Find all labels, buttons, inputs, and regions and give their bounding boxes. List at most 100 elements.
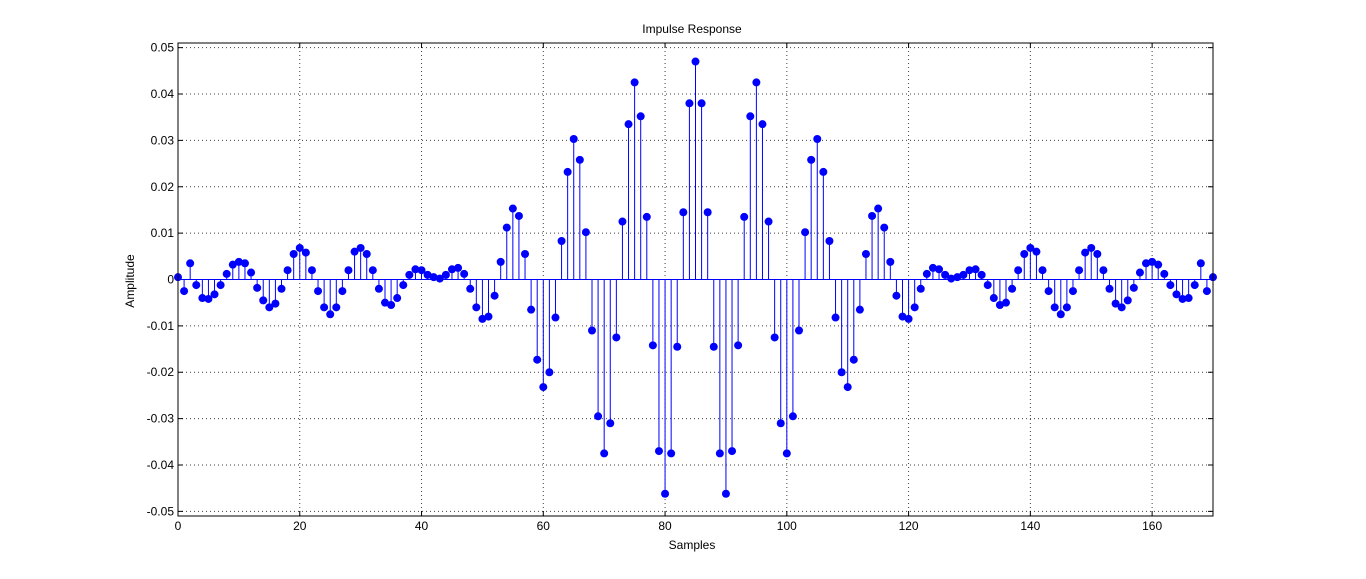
stem-marker (849, 355, 858, 364)
stem-marker (1178, 294, 1187, 303)
stem-marker (721, 489, 730, 498)
stem-marker (977, 270, 986, 279)
x-axis-label: Samples (669, 538, 716, 552)
stem-marker (247, 268, 256, 277)
stem-marker (381, 298, 389, 307)
stem-marker (210, 290, 219, 299)
stem-marker (1099, 266, 1108, 275)
stem-marker (435, 274, 444, 283)
stem-marker (368, 266, 377, 275)
stem-marker (423, 270, 432, 279)
stem-marker (527, 305, 536, 314)
y-tick-label: -0.02 (147, 365, 175, 379)
plot-frame (177, 42, 1214, 517)
stem-marker (1190, 281, 1199, 290)
stem-series (174, 57, 1217, 498)
stem-marker (734, 341, 743, 350)
stem-marker (813, 134, 822, 143)
y-tick-label: 0.01 (151, 226, 175, 240)
stem-marker (429, 273, 438, 282)
stem-marker (776, 419, 785, 428)
stem-marker (466, 284, 475, 293)
stem-marker (581, 228, 590, 237)
x-tick-label: 140 (1020, 519, 1040, 533)
y-axis-label: Amplitude (123, 254, 137, 308)
stem-marker (1202, 287, 1211, 296)
stem-marker (983, 281, 992, 290)
stem-marker (350, 247, 359, 256)
stem-marker (399, 281, 408, 290)
stem-marker (758, 120, 767, 129)
stem-marker (405, 270, 414, 279)
stem-marker (557, 237, 566, 246)
stem-marker (612, 333, 621, 342)
stem-marker (995, 301, 1004, 310)
stem-marker (691, 57, 700, 66)
y-tick-label: -0.05 (147, 504, 175, 518)
y-tick-label: -0.01 (147, 319, 175, 333)
stem-marker (1184, 294, 1193, 303)
stem-marker (387, 301, 396, 310)
stem-marker (855, 305, 864, 314)
stem-marker (807, 155, 816, 164)
stem-marker (752, 78, 761, 87)
stem-marker (1062, 303, 1071, 312)
stem-marker (496, 257, 505, 266)
stem-marker (478, 314, 487, 323)
stem-marker (1154, 260, 1163, 269)
stem-marker (588, 326, 596, 335)
stem-marker (1148, 257, 1157, 266)
stem-marker (295, 243, 304, 252)
stem-marker (204, 294, 213, 303)
stem-marker (831, 313, 840, 322)
x-tick-label: 0 (175, 519, 182, 533)
stem-marker (648, 341, 657, 350)
stem-marker (569, 134, 578, 143)
stem-marker (947, 274, 956, 283)
stem-marker (1087, 243, 1096, 252)
stem-marker (795, 326, 803, 335)
stem-marker (916, 284, 925, 293)
stem-marker (703, 208, 712, 217)
stem-marker (216, 281, 225, 290)
stem-marker (521, 249, 530, 258)
stem-marker (1172, 290, 1181, 299)
stem-marker (715, 449, 724, 458)
x-tick-label: 80 (658, 519, 672, 533)
stem-marker (1032, 247, 1041, 256)
stem-marker (307, 266, 316, 275)
x-tick-label: 120 (899, 519, 919, 533)
x-tick-label: 60 (537, 519, 551, 533)
stem-marker (1038, 266, 1047, 275)
stem-marker (472, 303, 481, 312)
y-tick-label: 0.02 (151, 180, 175, 194)
stem-marker (320, 303, 329, 312)
stem-marker (271, 299, 280, 308)
stem-marker (673, 342, 682, 351)
stem-marker (374, 284, 383, 293)
y-tick-label: 0 (167, 273, 174, 287)
stem-marker (861, 249, 870, 258)
stem-marker (819, 167, 828, 176)
stem-marker (1075, 266, 1084, 275)
stem-marker (1105, 284, 1114, 293)
x-tick-label: 20 (293, 519, 307, 533)
stem-marker (1129, 283, 1138, 292)
stem-marker (326, 310, 335, 319)
stem-marker (338, 287, 347, 296)
x-tick-label: 100 (777, 519, 797, 533)
stem-marker (362, 249, 371, 258)
stem-marker (971, 265, 980, 274)
stem-marker (490, 291, 499, 300)
stem-marker (1044, 287, 1053, 296)
stem-marker (770, 333, 779, 342)
stem-marker (1142, 259, 1151, 268)
stem-marker (667, 449, 676, 458)
stem-marker (545, 368, 554, 377)
stem-marker (563, 167, 572, 176)
stem-marker (928, 263, 937, 272)
y-tick-label: 0.04 (151, 87, 175, 101)
stem-marker (600, 449, 609, 458)
stem-marker (289, 249, 298, 258)
stem-marker (1117, 303, 1126, 312)
